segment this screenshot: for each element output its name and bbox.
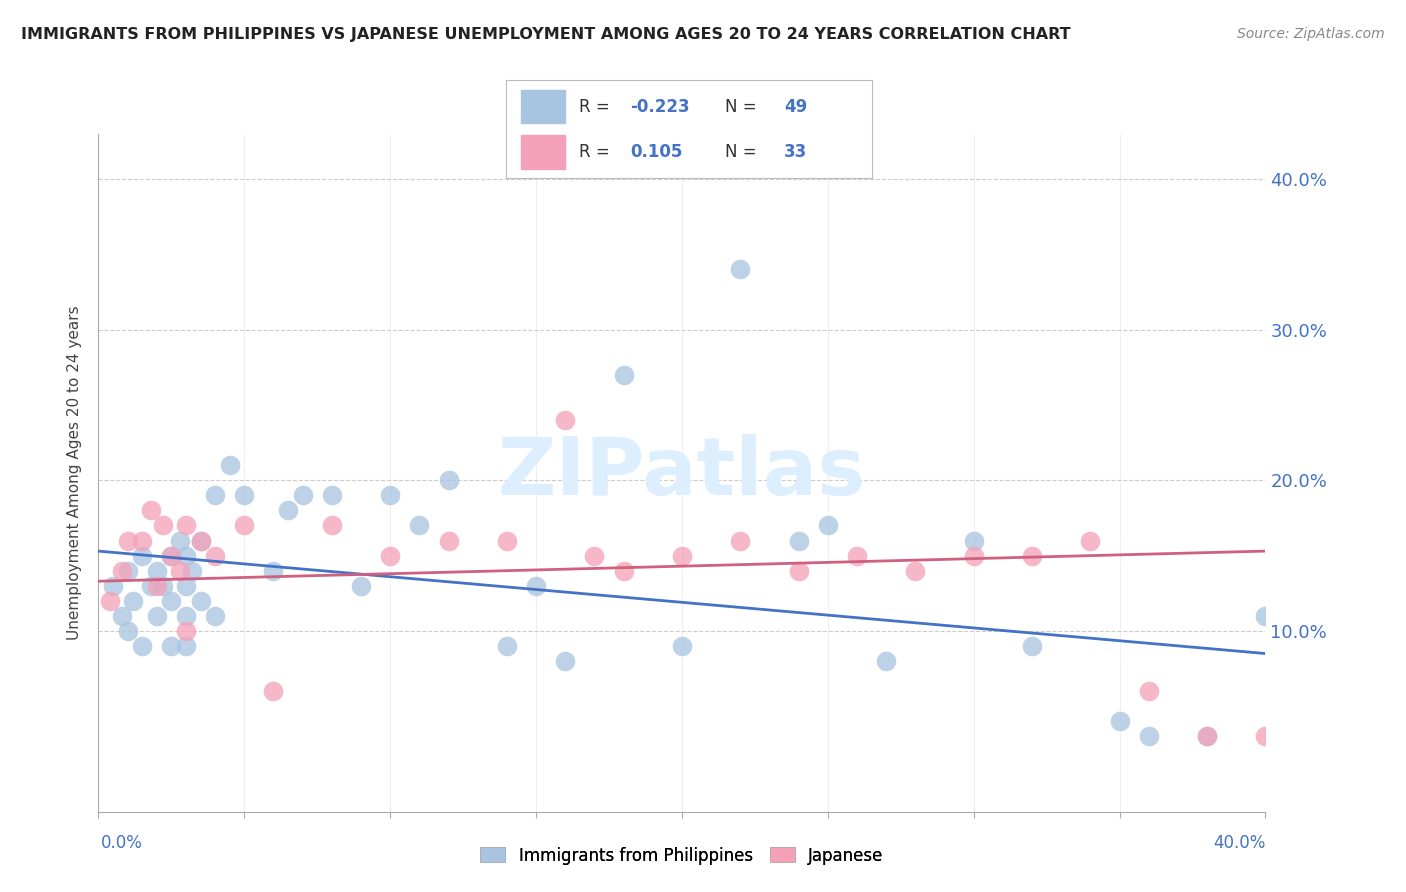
Point xyxy=(139,579,162,593)
Point xyxy=(117,624,139,638)
Point xyxy=(160,549,183,563)
Point xyxy=(845,549,868,563)
Point xyxy=(174,639,197,653)
Bar xyxy=(520,90,565,123)
Point xyxy=(152,518,174,533)
Point xyxy=(277,503,299,517)
Point xyxy=(180,564,202,578)
Point xyxy=(962,533,984,548)
Point xyxy=(146,579,169,593)
Point xyxy=(817,518,839,533)
Point xyxy=(169,533,191,548)
Point xyxy=(728,533,751,548)
Bar xyxy=(520,136,565,169)
Legend: Immigrants from Philippines, Japanese: Immigrants from Philippines, Japanese xyxy=(474,840,890,871)
Point xyxy=(1254,730,1277,744)
Point xyxy=(875,654,897,668)
Point xyxy=(131,533,153,548)
Point xyxy=(204,549,226,563)
Point xyxy=(139,503,162,517)
Point xyxy=(131,549,153,563)
Point xyxy=(350,579,373,593)
Point xyxy=(437,533,460,548)
Point xyxy=(101,579,124,593)
Y-axis label: Unemployment Among Ages 20 to 24 years: Unemployment Among Ages 20 to 24 years xyxy=(67,305,83,640)
Point xyxy=(962,549,984,563)
Point xyxy=(152,579,174,593)
Point xyxy=(1021,549,1043,563)
Point xyxy=(321,488,343,502)
Point xyxy=(1137,684,1160,698)
Point xyxy=(146,608,169,623)
Point xyxy=(1195,730,1218,744)
Point xyxy=(160,594,183,608)
Point xyxy=(233,518,256,533)
Point xyxy=(1137,730,1160,744)
Point xyxy=(190,533,212,548)
Text: 49: 49 xyxy=(785,98,807,116)
Point xyxy=(111,608,134,623)
Point xyxy=(174,624,197,638)
Point xyxy=(612,368,634,382)
Point xyxy=(787,533,810,548)
Point xyxy=(190,533,212,548)
Point xyxy=(437,473,460,487)
Point xyxy=(111,564,134,578)
Text: 0.105: 0.105 xyxy=(630,143,683,161)
Point xyxy=(204,608,226,623)
Point xyxy=(117,564,139,578)
Text: IMMIGRANTS FROM PHILIPPINES VS JAPANESE UNEMPLOYMENT AMONG AGES 20 TO 24 YEARS C: IMMIGRANTS FROM PHILIPPINES VS JAPANESE … xyxy=(21,27,1071,42)
Point xyxy=(131,639,153,653)
Point xyxy=(291,488,314,502)
Text: ZIPatlas: ZIPatlas xyxy=(498,434,866,512)
Text: -0.223: -0.223 xyxy=(630,98,690,116)
Point xyxy=(1080,533,1102,548)
Point xyxy=(218,458,240,473)
Point xyxy=(1195,730,1218,744)
Text: N =: N = xyxy=(725,143,762,161)
Point xyxy=(495,639,517,653)
Point xyxy=(378,549,402,563)
Point xyxy=(160,639,183,653)
Point xyxy=(169,564,191,578)
Point xyxy=(174,579,197,593)
Point xyxy=(1254,608,1277,623)
Point xyxy=(146,564,169,578)
Text: 33: 33 xyxy=(785,143,807,161)
Point xyxy=(160,549,183,563)
Point xyxy=(671,549,693,563)
Point xyxy=(612,564,634,578)
Point xyxy=(904,564,927,578)
Point xyxy=(98,594,121,608)
Point xyxy=(1108,714,1130,729)
Text: N =: N = xyxy=(725,98,762,116)
Point xyxy=(204,488,226,502)
Text: Source: ZipAtlas.com: Source: ZipAtlas.com xyxy=(1237,27,1385,41)
Point xyxy=(408,518,430,533)
Text: R =: R = xyxy=(579,143,620,161)
Point xyxy=(321,518,343,533)
Point xyxy=(174,549,197,563)
Point xyxy=(583,549,606,563)
Point xyxy=(262,564,284,578)
Text: 40.0%: 40.0% xyxy=(1213,834,1265,852)
Point xyxy=(190,594,212,608)
Text: R =: R = xyxy=(579,98,616,116)
Point xyxy=(787,564,810,578)
Text: 0.0%: 0.0% xyxy=(101,834,143,852)
Point xyxy=(117,533,139,548)
Point xyxy=(1021,639,1043,653)
Point xyxy=(378,488,402,502)
Point xyxy=(728,262,751,277)
Point xyxy=(671,639,693,653)
Point xyxy=(495,533,517,548)
Point xyxy=(233,488,256,502)
Point xyxy=(174,518,197,533)
Point xyxy=(122,594,145,608)
Point xyxy=(554,413,576,427)
Point xyxy=(524,579,547,593)
Point xyxy=(174,608,197,623)
Point xyxy=(262,684,284,698)
Point xyxy=(554,654,576,668)
